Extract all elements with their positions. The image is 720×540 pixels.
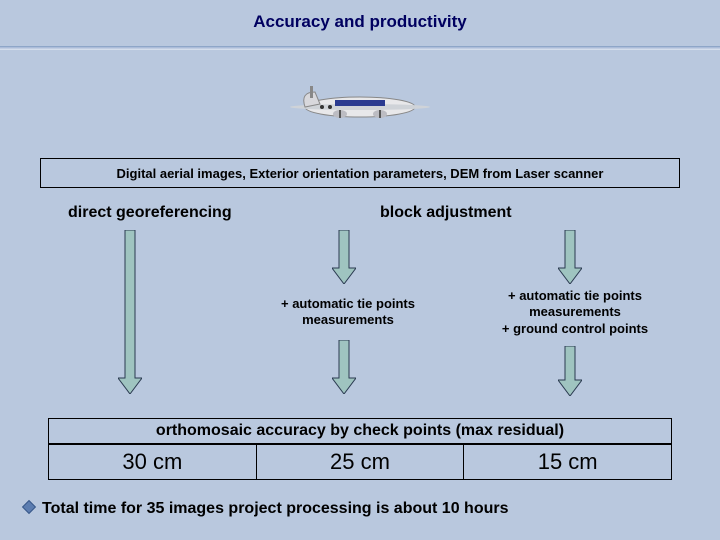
results-row: 30 cm 25 cm 15 cm xyxy=(48,444,672,480)
airplane-icon xyxy=(260,52,460,142)
result-cell-1: 25 cm xyxy=(257,444,465,480)
input-data-box: Digital aerial images, Exterior orientat… xyxy=(40,158,680,188)
diamond-bullet-icon xyxy=(22,500,36,514)
arrow-direct xyxy=(118,230,142,394)
result-cell-2: 15 cm xyxy=(464,444,672,480)
arrow-block-mid-1 xyxy=(332,230,356,284)
footer-bullet: Total time for 35 images project process… xyxy=(24,500,696,518)
result-cell-0: 30 cm xyxy=(48,444,257,480)
method-right: block adjustment xyxy=(380,204,512,222)
footer-bullet-text: Total time for 35 images project process… xyxy=(42,500,508,517)
title-divider xyxy=(0,46,720,50)
tiepoints-right: + automatic tie points measurements + gr… xyxy=(480,288,670,337)
arrow-block-right-1 xyxy=(558,230,582,284)
arrow-block-right-2 xyxy=(558,346,582,396)
tiepoints-mid: + automatic tie points measurements xyxy=(258,296,438,329)
arrow-block-mid-2 xyxy=(332,340,356,394)
slide-title: Accuracy and productivity xyxy=(0,0,720,32)
method-left: direct georeferencing xyxy=(68,204,232,222)
orthomosaic-header-box: orthomosaic accuracy by check points (ma… xyxy=(48,418,672,444)
